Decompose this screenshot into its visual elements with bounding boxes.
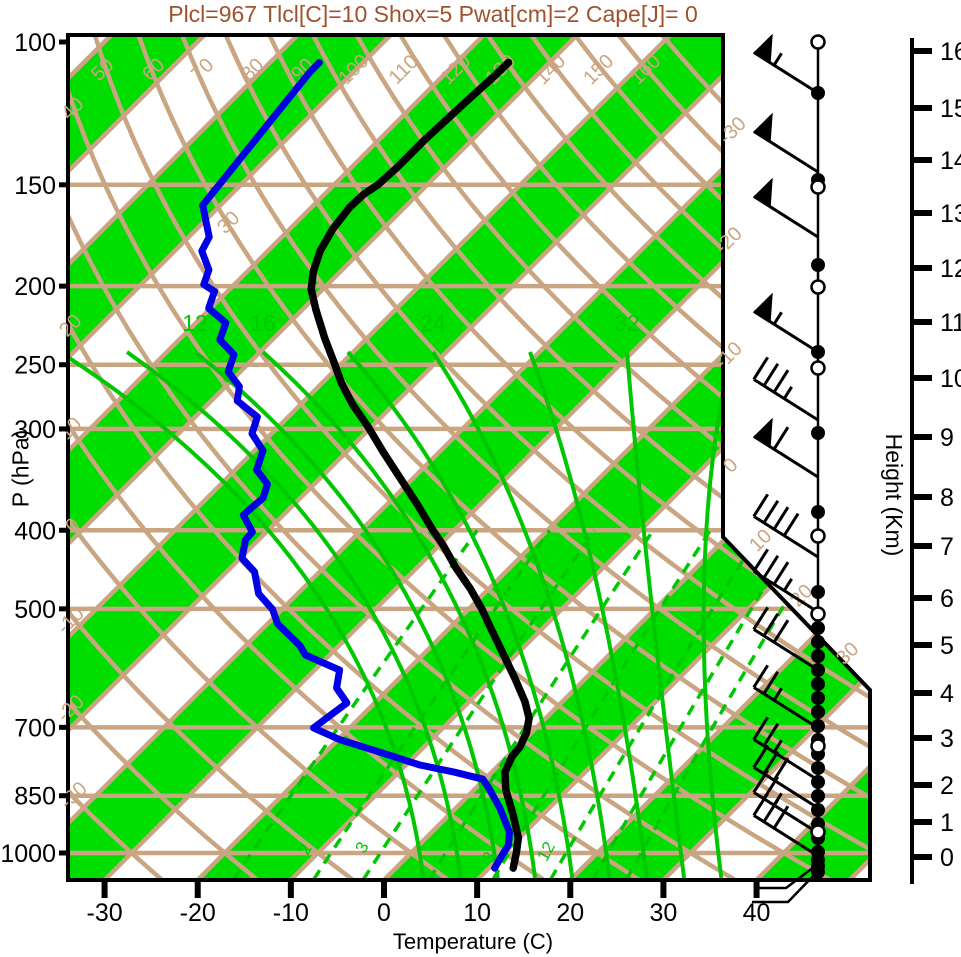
svg-text:6: 6	[940, 585, 954, 613]
station-dot-open	[810, 179, 826, 195]
station-dot	[811, 691, 825, 705]
wind-barb	[752, 33, 819, 95]
svg-text:30: 30	[213, 207, 244, 238]
moist-adiabat-lines	[68, 350, 734, 879]
svg-text:15: 15	[940, 95, 961, 123]
svg-text:10: 10	[745, 525, 776, 556]
station-dot	[811, 635, 825, 649]
wind-barb	[752, 177, 819, 239]
svg-text:16: 16	[250, 310, 276, 336]
station-dot	[811, 621, 825, 635]
svg-text:4: 4	[940, 680, 954, 708]
station-dot	[811, 345, 825, 359]
station-dot	[811, 761, 825, 775]
svg-text:3: 3	[940, 725, 954, 753]
dewpoint-curve	[198, 59, 513, 872]
wind-barb	[752, 112, 819, 174]
svg-text:12: 12	[182, 310, 208, 336]
station-dot-open	[810, 279, 826, 295]
station-dot	[811, 677, 825, 691]
svg-text:-30: -30	[87, 899, 123, 927]
axes: -30 -20 -10 0 10 20 30 401001502002503004005007…	[0, 29, 961, 927]
svg-text:110: 110	[385, 51, 423, 89]
temperature-axis-label: Temperature (C)	[392, 929, 554, 954]
svg-text:24: 24	[420, 310, 446, 336]
svg-text:40: 40	[743, 899, 771, 927]
svg-text:100: 100	[14, 29, 56, 57]
svg-text:10: 10	[463, 899, 491, 927]
svg-text:0: 0	[377, 899, 391, 927]
plot-area	[68, 35, 870, 880]
svg-text:250: 250	[14, 352, 56, 380]
station-dot	[811, 865, 825, 879]
station-dot-open	[810, 606, 826, 622]
station-dot	[811, 789, 825, 803]
station-dot-open	[810, 360, 826, 376]
wind-barb	[752, 292, 819, 354]
wind-barb	[752, 792, 819, 858]
station-dot	[811, 585, 825, 599]
wind-barb	[752, 493, 819, 559]
svg-text:200: 200	[14, 273, 56, 301]
svg-text:10: 10	[940, 365, 961, 393]
svg-text:400: 400	[14, 517, 56, 545]
svg-text:32: 32	[614, 310, 640, 336]
svg-text:-10: -10	[273, 899, 309, 927]
svg-text:0: 0	[940, 844, 954, 872]
station-dot	[811, 505, 825, 519]
svg-text:8: 8	[940, 484, 954, 512]
svg-text:1: 1	[940, 809, 954, 837]
svg-text:16: 16	[940, 38, 961, 66]
svg-text:300: 300	[14, 416, 56, 444]
wind-barb-column	[752, 33, 826, 904]
svg-text:7: 7	[940, 533, 954, 561]
wind-barb	[752, 606, 819, 672]
mixing-ratio-lines	[231, 529, 831, 880]
station-dot	[811, 719, 825, 733]
svg-text:12: 12	[533, 839, 559, 865]
station-dot-open	[810, 528, 826, 544]
svg-text:13: 13	[940, 200, 961, 228]
wind-barb	[752, 356, 819, 422]
station-dot-open	[810, 824, 826, 840]
svg-text:9: 9	[940, 424, 954, 452]
wind-barb	[752, 664, 819, 730]
svg-text:14: 14	[940, 147, 961, 175]
wind-barb	[752, 548, 819, 614]
svg-text:30: 30	[650, 899, 678, 927]
temperature-curve	[307, 58, 533, 872]
station-dot	[811, 258, 825, 272]
svg-text:5: 5	[940, 632, 954, 660]
chart-title: Plcl=967 Tlcl[C]=10 Shox=5 Pwat[cm]=2 Ca…	[168, 1, 698, 27]
station-dot	[811, 803, 825, 817]
svg-text:-30: -30	[715, 113, 751, 149]
surface-wind-hook	[755, 863, 819, 890]
svg-text:-20: -20	[180, 899, 216, 927]
surface-wind-hook	[752, 870, 819, 904]
station-dot	[811, 649, 825, 663]
station-dot	[811, 775, 825, 789]
station-dot-open	[810, 738, 826, 754]
station-dot	[811, 426, 825, 440]
svg-text:20: 20	[556, 899, 584, 927]
station-dot	[811, 86, 825, 100]
svg-text:1000: 1000	[0, 840, 56, 868]
svg-text:150: 150	[14, 172, 56, 200]
svg-text:2: 2	[940, 772, 954, 800]
station-dot	[811, 663, 825, 677]
svg-text:700: 700	[14, 714, 56, 742]
wind-barb	[752, 417, 819, 479]
plot-border	[66, 33, 872, 882]
svg-text:850: 850	[14, 783, 56, 811]
station-dot	[811, 705, 825, 719]
svg-text:12: 12	[940, 255, 961, 283]
svg-text:11: 11	[940, 309, 961, 337]
svg-text:500: 500	[14, 596, 56, 624]
station-dot-open	[810, 34, 826, 50]
